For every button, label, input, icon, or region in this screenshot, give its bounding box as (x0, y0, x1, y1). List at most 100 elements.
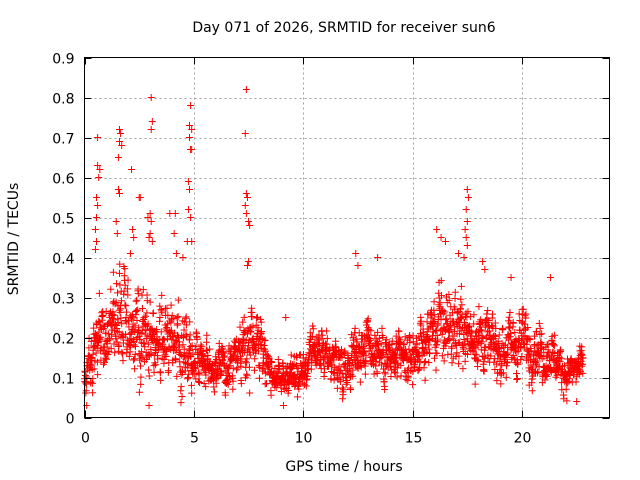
data-point (133, 296, 141, 304)
data-point (94, 162, 102, 169)
data-point (557, 346, 565, 354)
data-point (229, 377, 237, 385)
data-point (400, 340, 408, 348)
data-point (284, 387, 292, 395)
data-point (132, 311, 140, 319)
data-point (409, 368, 417, 376)
data-point (308, 332, 316, 340)
data-point (309, 325, 317, 333)
data-point (464, 308, 472, 316)
data-point (513, 376, 521, 384)
data-point (95, 289, 103, 297)
data-point (263, 379, 270, 387)
data-point (481, 266, 489, 273)
data-point (536, 324, 544, 332)
data-point (109, 308, 117, 316)
data-point (528, 375, 536, 383)
data-point (461, 357, 469, 365)
data-point (117, 130, 125, 137)
chart-title: Day 071 of 2026, SRMTID for receiver sun… (192, 20, 495, 36)
data-point (364, 324, 372, 332)
data-point (251, 355, 259, 363)
data-point (536, 331, 544, 339)
data-point (518, 353, 526, 361)
data-point (130, 355, 138, 363)
data-point (504, 349, 512, 357)
data-point (343, 378, 351, 386)
data-point (186, 122, 193, 129)
data-point (271, 364, 279, 372)
data-point (81, 372, 89, 380)
data-point (503, 358, 511, 366)
data-point (451, 288, 459, 296)
data-point (301, 381, 309, 389)
data-point (436, 299, 444, 307)
data-point (434, 336, 442, 344)
data-point (457, 305, 465, 313)
y-tick-labels: 0 0.1 0.2 0.3 0.4 0.5 0.6 0.7 0.8 0.9 (52, 52, 74, 428)
data-point (409, 381, 417, 389)
data-point (131, 350, 139, 358)
data-point (515, 310, 523, 318)
data-point (136, 336, 144, 344)
data-point (387, 372, 395, 380)
data-point (87, 337, 95, 345)
data-point (157, 376, 165, 384)
data-point (198, 351, 206, 359)
data-point (133, 307, 141, 315)
data-point (132, 297, 140, 305)
data-point (252, 314, 260, 322)
data-point (93, 238, 101, 245)
x-tick-label: 0 (81, 431, 90, 447)
data-point (130, 341, 138, 349)
data-point (157, 328, 165, 336)
x-tick-label: 15 (405, 431, 423, 447)
data-point (463, 242, 471, 249)
data-point (139, 353, 147, 361)
data-point (110, 340, 118, 348)
data-point (256, 363, 264, 371)
data-point (245, 363, 253, 371)
data-point (513, 374, 521, 382)
data-point (96, 321, 104, 329)
data-point (474, 363, 482, 371)
data-point (93, 194, 101, 201)
data-point (145, 366, 153, 374)
data-point (430, 298, 438, 306)
data-point (141, 343, 149, 351)
data-point (378, 361, 386, 369)
data-point (236, 338, 244, 346)
data-point (144, 320, 152, 328)
data-point (200, 380, 208, 388)
data-point (471, 380, 479, 388)
data-point (579, 360, 587, 368)
data-point (189, 350, 197, 358)
data-point (447, 350, 455, 358)
data-point (212, 373, 220, 381)
data-point (176, 348, 184, 356)
data-point (577, 357, 585, 365)
data-point (236, 323, 244, 331)
data-point (340, 386, 347, 394)
data-point (546, 357, 554, 365)
data-point (124, 317, 132, 325)
data-point (525, 335, 533, 343)
data-point (187, 102, 195, 109)
data-point (433, 341, 441, 349)
data-point (115, 341, 123, 349)
data-point (141, 330, 149, 338)
data-point (172, 356, 180, 364)
data-point (303, 376, 311, 384)
data-point (457, 282, 465, 290)
data-point (114, 154, 122, 161)
data-point (440, 357, 448, 365)
data-point (173, 372, 181, 380)
data-point (210, 383, 218, 391)
y-tick-label: 0.7 (52, 132, 74, 148)
data-point (327, 360, 335, 368)
data-point (172, 337, 180, 345)
data-point (391, 369, 399, 377)
data-point (479, 258, 487, 265)
data-point (523, 346, 531, 354)
